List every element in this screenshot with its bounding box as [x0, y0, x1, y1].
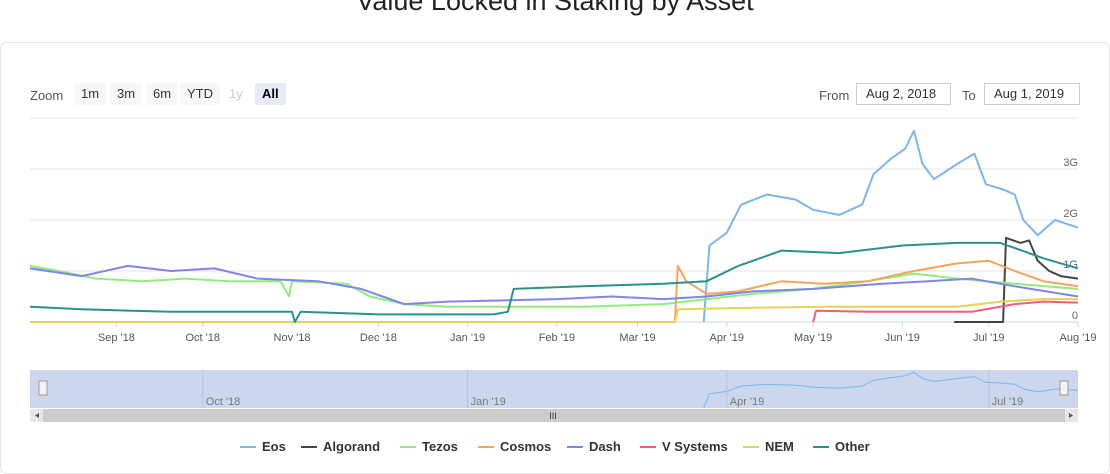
legend-label: Tezos: [422, 439, 458, 454]
legend-item-eos[interactable]: Eos: [240, 438, 286, 456]
legend-swatch: [743, 445, 759, 448]
scroll-left-icon: [35, 413, 39, 418]
zoom-ytd-button[interactable]: YTD: [180, 83, 220, 105]
zoom-1y-button[interactable]: 1y: [222, 83, 250, 105]
zoom-6m-button[interactable]: 6m: [146, 83, 179, 105]
zoom-1m-button[interactable]: 1m: [74, 83, 107, 105]
legend-item-dash[interactable]: Dash: [567, 438, 621, 456]
range-from-input[interactable]: Aug 2, 2018: [856, 83, 951, 105]
legend-label: Other: [835, 439, 870, 454]
legend-swatch: [567, 445, 583, 448]
navigator-tick-label: Apr '19: [730, 396, 765, 408]
legend-label: Eos: [262, 439, 286, 454]
scrollbar-grip: III: [549, 411, 557, 421]
range-to-label: To: [962, 88, 976, 103]
range-to-input[interactable]: Aug 1, 2019: [984, 83, 1080, 105]
legend-item-nem[interactable]: NEM: [743, 438, 794, 456]
legend-label: Dash: [589, 439, 621, 454]
navigator[interactable]: Oct '18 Jan '19 Apr '19 Jul '19 III: [0, 0, 1110, 464]
legend-swatch: [640, 445, 656, 448]
zoom-label: Zoom: [30, 88, 64, 103]
legend-label: NEM: [765, 439, 794, 454]
navigator-series-line: [703, 371, 1079, 409]
range-from-label: From: [819, 88, 850, 103]
legend-swatch: [400, 445, 416, 448]
legend-swatch: [478, 445, 494, 448]
legend-label: V Systems: [662, 439, 728, 454]
scroll-right-icon: [1069, 413, 1073, 418]
zoom-all-button[interactable]: All: [255, 83, 286, 105]
scrollbar-thumb[interactable]: [43, 409, 1065, 422]
navigator-tick-label: Jul '19: [992, 396, 1023, 408]
legend-swatch: [240, 445, 256, 448]
navigator-left-handle[interactable]: [38, 380, 48, 396]
navigator-tick-label: Oct '18: [206, 396, 241, 408]
legend-item-v-systems[interactable]: V Systems: [640, 438, 728, 456]
legend-item-algorand[interactable]: Algorand: [301, 438, 380, 456]
legend-swatch: [813, 445, 829, 448]
legend-swatch: [301, 445, 317, 448]
navigator-selection[interactable]: [30, 370, 1078, 408]
chart-title: Value Locked in Staking by Asset: [356, 0, 754, 16]
zoom-3m-button[interactable]: 3m: [110, 83, 143, 105]
navigator-tick-label: Jan '19: [471, 396, 506, 408]
legend-item-cosmos[interactable]: Cosmos: [478, 438, 551, 456]
navigator-right-handle[interactable]: [1059, 380, 1069, 396]
legend-label: Cosmos: [500, 439, 552, 454]
legend-label: Algorand: [323, 439, 381, 454]
chart-legend: Eos Algorand Tezos Cosmos Dash V Systems NEM Ot…: [0, 438, 1110, 456]
legend-item-tezos[interactable]: Tezos: [400, 438, 458, 456]
legend-item-other[interactable]: Other: [813, 438, 870, 456]
